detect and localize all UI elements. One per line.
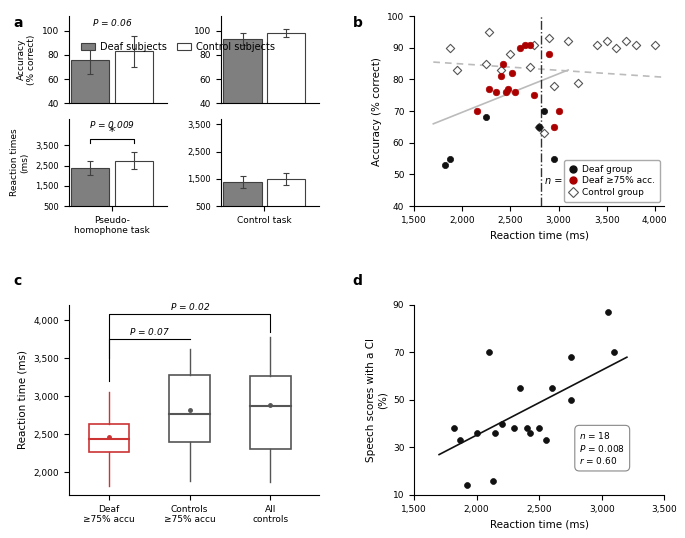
Point	[529, 91, 540, 100]
Point	[603, 308, 614, 316]
Point	[509, 424, 520, 433]
Point	[515, 384, 526, 392]
Text: $P$ = 0.06: $P$ = 0.06	[92, 17, 132, 28]
Bar	[71, 168, 110, 216]
Y-axis label: Reaction time (ms): Reaction time (ms)	[18, 350, 27, 449]
Point	[540, 436, 551, 444]
Point	[543, 34, 554, 43]
Point	[184, 406, 195, 414]
Legend: Deaf subjects, Control subjects: Deaf subjects, Control subjects	[77, 38, 279, 56]
Point	[524, 40, 535, 49]
Point	[481, 113, 492, 122]
Point	[534, 123, 545, 131]
Point	[649, 40, 660, 49]
Point	[490, 429, 501, 437]
Y-axis label: Accuracy (% correct): Accuracy (% correct)	[371, 56, 382, 166]
Bar	[223, 39, 262, 152]
Y-axis label: Accuracy
(% correct): Accuracy (% correct)	[16, 34, 36, 85]
Point	[521, 424, 532, 433]
Point	[265, 401, 276, 409]
Point	[495, 72, 506, 81]
Point	[621, 37, 632, 46]
Text: $P$ = 0.07: $P$ = 0.07	[129, 325, 170, 337]
Point	[444, 44, 455, 52]
Point	[565, 395, 576, 404]
Point	[562, 37, 573, 46]
Text: $P$ = 0.009: $P$ = 0.009	[89, 119, 135, 130]
Point	[572, 79, 583, 87]
Point	[103, 433, 114, 442]
Point	[496, 420, 507, 428]
Bar	[267, 180, 306, 220]
Point	[609, 348, 620, 357]
X-axis label: Reaction time (ms): Reaction time (ms)	[490, 519, 588, 529]
Point	[452, 66, 463, 74]
Text: b: b	[353, 16, 362, 30]
Text: n = 18: n = 18	[545, 176, 578, 186]
Point	[471, 429, 482, 437]
Point	[630, 40, 641, 49]
Bar	[88, 423, 129, 451]
Point	[538, 107, 549, 116]
Point	[481, 59, 492, 68]
Point	[565, 353, 576, 362]
Legend: Deaf group, Deaf ≥75% acc., Control group: Deaf group, Deaf ≥75% acc., Control grou…	[564, 160, 660, 202]
Point	[548, 81, 559, 90]
Point	[524, 62, 535, 71]
Bar	[169, 375, 210, 442]
Point	[519, 40, 530, 49]
Point	[510, 88, 521, 96]
Text: d: d	[353, 274, 362, 288]
Y-axis label: Speech scores with a CI
(%): Speech scores with a CI (%)	[366, 338, 387, 462]
Bar	[71, 60, 110, 152]
X-axis label: Reaction time (ms): Reaction time (ms)	[490, 230, 588, 240]
Bar	[115, 160, 153, 216]
Point	[461, 481, 472, 490]
Point	[592, 40, 603, 49]
Y-axis label: Reaction times
(ms): Reaction times (ms)	[10, 129, 29, 196]
Point	[497, 59, 508, 68]
Point	[495, 66, 506, 74]
Point	[601, 37, 612, 46]
Text: $P$ = 0.02: $P$ = 0.02	[170, 301, 210, 312]
Point	[471, 107, 482, 116]
Point	[534, 424, 545, 433]
Bar	[223, 182, 262, 220]
Point	[500, 88, 511, 96]
Point	[488, 477, 499, 485]
Point	[538, 129, 549, 138]
Point	[507, 69, 518, 77]
Bar	[115, 51, 153, 152]
Text: $n$ = 18
$P$ = 0.008
$r$ = 0.60: $n$ = 18 $P$ = 0.008 $r$ = 0.60	[580, 430, 625, 466]
Point	[547, 384, 558, 392]
Point	[611, 44, 622, 52]
Point	[548, 154, 559, 163]
Point	[484, 27, 495, 36]
Point	[525, 429, 536, 437]
Point	[439, 161, 450, 169]
Point	[548, 123, 559, 131]
Point	[503, 84, 514, 93]
Point	[449, 424, 460, 433]
Point	[534, 123, 545, 131]
Bar	[250, 376, 290, 449]
Point	[484, 84, 495, 93]
Point	[543, 50, 554, 59]
Text: c: c	[14, 274, 22, 288]
Point	[490, 88, 501, 96]
Point	[505, 50, 516, 59]
Point	[553, 107, 564, 116]
Text: a: a	[14, 16, 23, 30]
Point	[484, 348, 495, 357]
Point	[444, 154, 455, 163]
Bar	[267, 33, 306, 152]
Point	[529, 40, 540, 49]
Point	[455, 436, 466, 444]
Point	[514, 44, 525, 52]
Text: *: *	[109, 125, 115, 138]
